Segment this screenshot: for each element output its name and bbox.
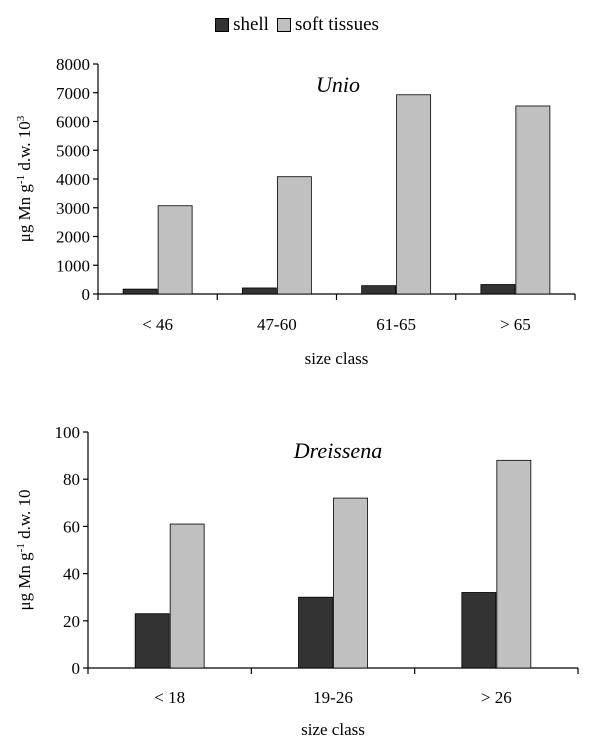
x-category-label: 19-26	[313, 688, 353, 707]
y-tick-label: 8000	[56, 55, 90, 74]
y-tick-label: 80	[63, 470, 80, 489]
x-category-label: 61-65	[376, 315, 416, 334]
bar-soft-tissues	[169, 523, 205, 669]
x-category-label: < 18	[154, 688, 185, 707]
bar-shell	[461, 592, 497, 669]
chart-title: Dreissena	[293, 438, 382, 463]
y-tick-label: 0	[72, 659, 81, 678]
bar-soft-tissues	[496, 459, 532, 669]
bar-soft-tissues	[157, 205, 193, 295]
bar-shell	[298, 596, 333, 669]
x-category-label: > 65	[500, 315, 531, 334]
y-tick-label: 2000	[56, 228, 90, 247]
y-tick-label: 1000	[56, 256, 90, 275]
x-category-label: 47-60	[257, 315, 297, 334]
chart-legend: shell soft tissues	[0, 14, 594, 36]
bar-shell	[361, 285, 397, 295]
legend-entry-soft-tissues: soft tissues	[276, 14, 379, 36]
bar-soft-tissues	[515, 105, 551, 295]
y-axis-label: μg Mn g-1 d.w. 10	[15, 489, 34, 610]
x-axis-label: size class	[305, 349, 369, 368]
legend-entry-shell: shell	[215, 14, 269, 36]
unio-chart: Unio 0 1000 2000 3000 4000 5000 6000 7000 8000 < 4…	[15, 55, 576, 368]
bar-soft-tissues	[396, 94, 432, 295]
y-tick-label: 6000	[56, 113, 90, 132]
chart-title: Unio	[316, 72, 360, 97]
dreissena-chart: Dreissena 0 20 40 60 80 100 < 18 19-26 > 26 size c…	[15, 423, 579, 739]
y-tick-label: 0	[82, 285, 91, 304]
bar-soft-tissues	[276, 176, 312, 295]
x-category-label: > 26	[481, 688, 512, 707]
bar-shell	[241, 287, 277, 295]
bar-shell	[122, 288, 158, 295]
bar-shell	[134, 613, 170, 669]
y-tick-label: 7000	[56, 84, 90, 103]
legend-label-shell: shell	[233, 14, 269, 35]
bar-soft-tissues	[333, 497, 368, 669]
bar-shell	[480, 284, 516, 295]
y-tick-label: 100	[55, 423, 81, 442]
y-tick-label: 20	[63, 612, 80, 631]
y-tick-label: 5000	[56, 141, 90, 160]
x-axis-label: size class	[301, 720, 365, 739]
y-tick-label: 3000	[56, 199, 90, 218]
y-tick-label: 4000	[56, 170, 90, 189]
legend-label-soft-tissues: soft tissues	[294, 14, 379, 35]
legend-swatch-shell	[215, 18, 230, 32]
y-tick-label: 40	[63, 565, 80, 584]
y-tick-label: 60	[63, 517, 80, 536]
x-category-label: < 46	[142, 315, 173, 334]
legend-swatch-soft-tissues	[276, 18, 291, 32]
y-axis-label: μg Mn g-1 d.w. 103	[15, 115, 34, 242]
